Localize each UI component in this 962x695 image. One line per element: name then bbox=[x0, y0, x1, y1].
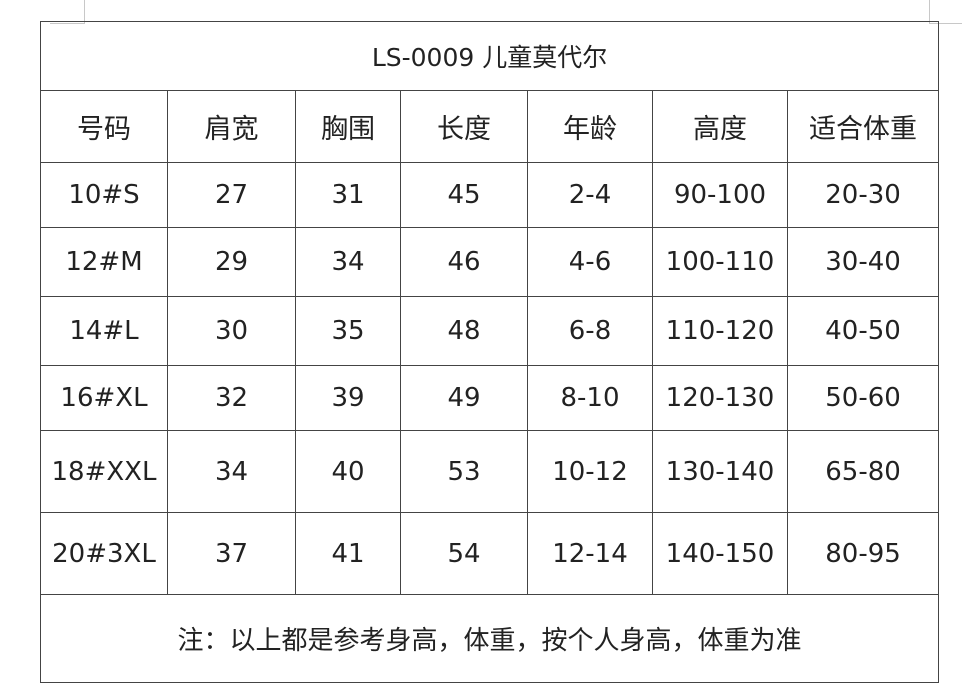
header-cell: 长度 bbox=[400, 90, 528, 163]
table-cell: 48 bbox=[400, 296, 528, 366]
table-row: 16#XL 32 39 49 8-10 120-130 50-60 bbox=[40, 365, 940, 431]
header-cell: 年龄 bbox=[527, 90, 653, 163]
table-row: 20#3XL 37 41 54 12-14 140-150 80-95 bbox=[40, 512, 940, 595]
table-cell: 130-140 bbox=[652, 430, 788, 513]
table-cell: 30 bbox=[167, 296, 296, 366]
size-table: LS-0009 儿童莫代尔 号码 肩宽 胸围 长度 年龄 高度 适合体重 10#… bbox=[39, 21, 940, 683]
table-cell: 45 bbox=[400, 162, 528, 228]
note: 注：以上都是参考身高，体重，按个人身高，体重为准 bbox=[39, 594, 940, 683]
header-row: 号码 肩宽 胸围 长度 年龄 高度 适合体重 bbox=[40, 90, 940, 163]
table-cell: 39 bbox=[295, 365, 401, 431]
table-cell: 46 bbox=[400, 227, 528, 297]
table-cell: 12#M bbox=[40, 227, 168, 297]
table-cell: 40 bbox=[295, 430, 401, 513]
table-cell: 31 bbox=[295, 162, 401, 228]
table-cell: 90-100 bbox=[652, 162, 788, 228]
header-cell: 胸围 bbox=[295, 90, 401, 163]
table-cell: 100-110 bbox=[652, 227, 788, 297]
table-cell: 34 bbox=[167, 430, 296, 513]
table-cell: 4-6 bbox=[527, 227, 653, 297]
table-cell: 6-8 bbox=[527, 296, 653, 366]
table-cell: 49 bbox=[400, 365, 528, 431]
table-cell: 18#XXL bbox=[40, 430, 168, 513]
table-cell: 10#S bbox=[40, 162, 168, 228]
table-row: 12#M 29 34 46 4-6 100-110 30-40 bbox=[40, 227, 940, 297]
table-cell: 80-95 bbox=[786, 512, 940, 595]
table-cell: 12-14 bbox=[527, 512, 653, 595]
header-cell: 号码 bbox=[40, 90, 168, 163]
table-cell: 41 bbox=[295, 512, 401, 595]
table-cell: 50-60 bbox=[786, 365, 940, 431]
table-cell: 35 bbox=[295, 296, 401, 366]
header-cell: 高度 bbox=[652, 90, 788, 163]
table-cell: 30-40 bbox=[786, 227, 940, 297]
table-cell: 29 bbox=[167, 227, 296, 297]
header-cell: 肩宽 bbox=[167, 90, 296, 163]
header-cell: 适合体重 bbox=[786, 90, 940, 163]
table-cell: 14#L bbox=[40, 296, 168, 366]
table-title: LS-0009 儿童莫代尔 bbox=[39, 21, 940, 91]
table-cell: 8-10 bbox=[527, 365, 653, 431]
table-cell: 40-50 bbox=[786, 296, 940, 366]
table-row: 10#S 27 31 45 2-4 90-100 20-30 bbox=[40, 162, 940, 228]
table-cell: 20#3XL bbox=[40, 512, 168, 595]
corner-mark-right-h bbox=[929, 23, 962, 24]
table-cell: 140-150 bbox=[652, 512, 788, 595]
table-cell: 34 bbox=[295, 227, 401, 297]
table-cell: 110-120 bbox=[652, 296, 788, 366]
table-cell: 2-4 bbox=[527, 162, 653, 228]
corner-mark-right-v bbox=[929, 0, 930, 23]
table-cell: 53 bbox=[400, 430, 528, 513]
table-cell: 32 bbox=[167, 365, 296, 431]
table-cell: 10-12 bbox=[527, 430, 653, 513]
table-cell: 20-30 bbox=[786, 162, 940, 228]
corner-mark-left-v bbox=[84, 0, 85, 23]
table-cell: 65-80 bbox=[786, 430, 940, 513]
table-row: 14#L 30 35 48 6-8 110-120 40-50 bbox=[40, 296, 940, 366]
table-cell: 54 bbox=[400, 512, 528, 595]
table-cell: 16#XL bbox=[40, 365, 168, 431]
table-cell: 27 bbox=[167, 162, 296, 228]
table-cell: 120-130 bbox=[652, 365, 788, 431]
table-cell: 37 bbox=[167, 512, 296, 595]
table-row: 18#XXL 34 40 53 10-12 130-140 65-80 bbox=[40, 430, 940, 513]
